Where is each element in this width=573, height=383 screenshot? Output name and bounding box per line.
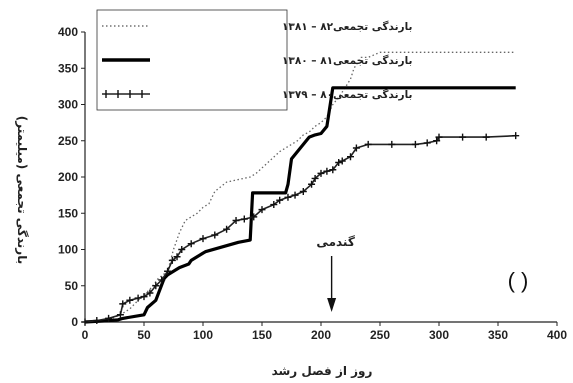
series-point-1379-80 [388, 140, 396, 148]
legend-swatch-1379 [102, 90, 150, 98]
series-point-1379-80 [364, 140, 372, 148]
series-point-1379-80 [126, 296, 134, 304]
series-point-1379-80 [299, 188, 307, 195]
annotation-arrow-head [327, 298, 337, 312]
series-point-1379-80 [512, 132, 520, 140]
annotation-label: گندمی [316, 235, 354, 249]
series-point-1379-80 [323, 167, 331, 175]
y-tick-label: 300 [58, 98, 78, 112]
series-point-1379-80 [308, 180, 316, 188]
y-tick-label: 350 [58, 61, 78, 75]
series-point-1379-80 [81, 318, 89, 326]
y-tick-label: 400 [58, 25, 78, 39]
series-point-1379-80 [223, 225, 231, 233]
y-tick-label: 250 [58, 134, 78, 148]
y-tick-label: 100 [58, 243, 78, 257]
series-point-1379-80 [134, 294, 142, 302]
series-point-1379-80 [284, 193, 292, 201]
x-tick-label: 50 [137, 328, 151, 342]
series-point-1379-80 [347, 153, 354, 161]
series-point-1379-80 [211, 231, 219, 239]
series-point-1379-80 [291, 191, 299, 199]
series-point-1379-80 [329, 166, 337, 174]
series-point-1379-80 [352, 144, 360, 152]
series-point-1379-80 [423, 139, 431, 147]
x-tick-label: 300 [429, 328, 449, 342]
series-point-1379-80 [93, 317, 101, 325]
x-tick-label: 0 [82, 328, 89, 342]
series-point-1379-80 [270, 201, 278, 209]
series-point-1379-80 [482, 133, 490, 141]
series-point-1379-80 [173, 253, 181, 261]
series-point-1379-80 [146, 289, 154, 297]
y-axis-ticks: 0 50 100 150 200 250 300 350 400 [58, 25, 85, 329]
series-line-1381-82 [84, 51, 516, 323]
legend: بارندگی تجمعی۸۲ – ۱۳۸۱ بارندگی تجمعی۸۱ –… [96, 9, 413, 111]
series-point-1379-80 [411, 140, 419, 148]
series-point-1379-80 [158, 276, 166, 284]
x-tick-label: 200 [311, 328, 331, 342]
y-tick-label: 200 [58, 170, 78, 184]
series-point-1379-80 [105, 314, 113, 322]
series-point-1379-80 [199, 235, 207, 243]
x-axis-title: روز از فصل رشد [272, 364, 373, 379]
series-point-1379-80 [152, 282, 160, 290]
legend-label-1379: بارندگی تجمعی۸۰ – ۱۳۷۹ [282, 88, 413, 101]
series-point-1379-80 [276, 196, 284, 204]
series-point-1379-80 [335, 159, 343, 166]
y-axis-title: بارندگی تجمعی (میلیمتر) [15, 116, 29, 264]
series-point-1379-80 [164, 267, 172, 275]
series-point-1379-80 [178, 246, 186, 253]
series-point-1379-80 [187, 240, 195, 248]
series-point-1379-80 [232, 217, 240, 224]
series-point-1379-80 [250, 213, 258, 221]
legend-label-1381: بارندگی تجمعی۸۲ – ۱۳۸۱ [282, 20, 413, 33]
annotation-arrow [327, 256, 337, 312]
series-layer [81, 51, 520, 326]
x-tick-label: 150 [252, 328, 272, 342]
series-point-1379-80 [116, 311, 124, 319]
x-tick-label: 350 [488, 328, 508, 342]
series-point-1379-80 [317, 169, 325, 177]
x-axis-ticks: 0 50 100 150 200 250 300 350 400 [82, 322, 567, 342]
panel-label: ( ) [508, 268, 529, 293]
series-point-1379-80 [240, 215, 248, 223]
series-point-1379-80 [459, 133, 467, 141]
series-point-1379-80 [338, 157, 346, 165]
series-point-1379-80 [119, 300, 127, 308]
x-tick-label: 100 [193, 328, 213, 342]
series-point-1379-80 [258, 206, 266, 214]
y-tick-label: 0 [71, 315, 78, 329]
series-point-1379-80 [433, 137, 441, 145]
series-line-1379-80 [84, 134, 516, 323]
legend-label-1380: بارندگی تجمعی۸۱ – ۱۳۸۰ [282, 54, 413, 67]
y-tick-label: 150 [58, 206, 78, 220]
series-line-1380-81 [84, 86, 516, 324]
y-tick-label: 50 [65, 279, 79, 293]
series-point-1379-80 [168, 256, 176, 264]
series-point-1379-80 [435, 133, 443, 141]
series-point-1379-80 [311, 174, 319, 182]
x-tick-label: 400 [547, 328, 567, 342]
x-tick-label: 250 [370, 328, 390, 342]
series-point-1379-80 [140, 293, 148, 301]
